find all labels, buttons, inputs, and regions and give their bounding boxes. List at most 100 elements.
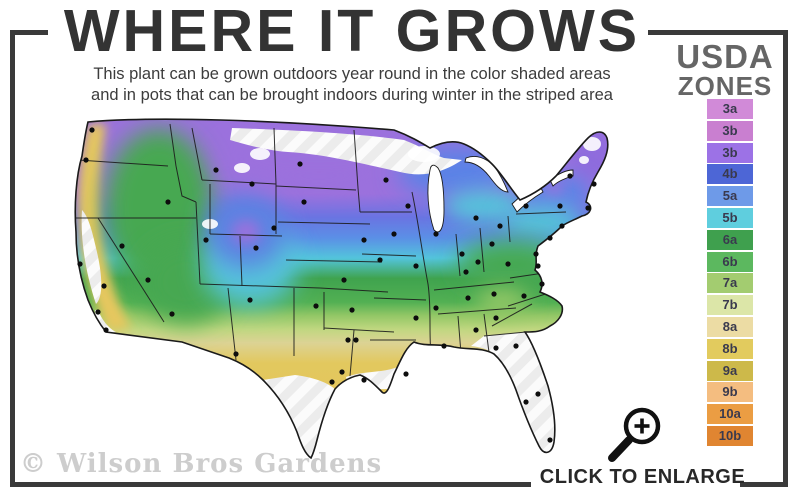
city-dot (253, 245, 259, 251)
city-dot (353, 337, 359, 343)
city-dot (403, 371, 409, 377)
city-dot (345, 337, 351, 343)
city-dot (497, 223, 503, 229)
city-dot (557, 203, 563, 209)
us-outline (74, 118, 609, 460)
city-dot (505, 261, 511, 267)
snow-white-patches (202, 137, 601, 229)
city-dot (361, 377, 367, 383)
city-dot (341, 277, 347, 283)
zone-chip-3b: 3b (707, 120, 753, 141)
zone-shading-layer (74, 118, 609, 460)
zone-chip-3a: 3a (707, 99, 753, 119)
city-dot (567, 173, 573, 179)
city-dot (391, 231, 397, 237)
zone-chip-4b: 4b (707, 164, 753, 185)
city-dot (169, 311, 175, 317)
state-boundaries (76, 123, 567, 377)
city-dot (405, 203, 411, 209)
zone-chip-10b: 10b (707, 425, 753, 446)
city-dot (301, 199, 307, 205)
city-dot (465, 295, 471, 301)
city-dot (521, 293, 527, 299)
city-dot (533, 251, 539, 257)
city-dot (523, 399, 529, 405)
city-dot (473, 215, 479, 221)
zone-chip-10a: 10a (707, 404, 753, 425)
city-dot (433, 305, 439, 311)
city-dot (559, 223, 565, 229)
city-dot (77, 261, 83, 267)
click-to-enlarge-label[interactable]: CLICK TO ENLARGE (539, 466, 746, 488)
city-dot (249, 181, 255, 187)
city-dot (491, 291, 497, 297)
page-title: WHERE IT GROWS (63, 0, 641, 64)
city-dot (297, 161, 303, 167)
city-dot (459, 251, 465, 257)
city-dot (539, 281, 545, 287)
zone-chip-7b: 7b (707, 295, 753, 316)
city-dot (271, 225, 277, 231)
city-dot (361, 237, 367, 243)
zone-chip-5b: 5b (707, 207, 753, 228)
zone-chip-7a: 7a (707, 273, 753, 294)
title-frame-gap (48, 26, 648, 39)
subtitle: This plant can be grown outdoors year ro… (12, 64, 692, 106)
city-dot (383, 177, 389, 183)
city-dot (475, 259, 481, 265)
subtitle-line-1: This plant can be grown outdoors year ro… (93, 65, 611, 83)
city-dot (89, 127, 95, 133)
city-dot (523, 203, 529, 209)
city-dot (247, 297, 253, 303)
enlarge-frame-gap (531, 479, 740, 491)
zone-chip-9b: 9b (707, 382, 753, 403)
zoom-in-icon[interactable] (602, 400, 666, 464)
city-dot (203, 237, 209, 243)
zone-chip-5a: 5a (707, 186, 753, 207)
city-dot (213, 167, 219, 173)
city-dot (441, 343, 447, 349)
city-dot (83, 157, 89, 163)
city-dot (489, 241, 495, 247)
city-dot (535, 263, 541, 269)
city-dots-layer (77, 127, 597, 443)
city-dot (493, 345, 499, 351)
zone-chip-8a: 8a (707, 316, 753, 337)
legend-heading-zones: ZONES (677, 71, 773, 101)
zone-legend-chips: 3a 3b 3b 4b 5a 5b 6a 6b 7a 7b 8a 8b 9a 9b 10a 10b (707, 99, 753, 448)
city-dot (339, 369, 345, 375)
city-dot (329, 379, 335, 385)
city-dot (433, 231, 439, 237)
city-dot (547, 437, 553, 443)
city-dot (413, 315, 419, 321)
city-dot (145, 277, 151, 283)
zone-chip-8b: 8b (707, 338, 753, 359)
city-dot (103, 327, 109, 333)
city-dot (513, 343, 519, 349)
city-dot (313, 303, 319, 309)
usda-zone-map[interactable] (64, 114, 612, 462)
zone-chip-6a: 6a (707, 229, 753, 250)
city-dot (165, 199, 171, 205)
city-dot (493, 315, 499, 321)
subtitle-line-2: and in pots that can be brought indoors … (91, 86, 613, 104)
watermark: © Wilson Bros Gardens (20, 449, 383, 479)
legend-heading-usda: USDA (676, 38, 774, 75)
city-dot (463, 269, 469, 275)
city-dot (95, 309, 101, 315)
city-dot (547, 235, 553, 241)
city-dot (101, 283, 107, 289)
zone-chip-6b: 6b (707, 251, 753, 272)
city-dot (233, 351, 239, 357)
city-dot (119, 243, 125, 249)
zone-chip-9a: 9a (707, 360, 753, 381)
city-dot (535, 391, 541, 397)
zone-chip-3b: 3b (707, 142, 753, 163)
city-dot (349, 307, 355, 313)
city-dot (473, 327, 479, 333)
city-dot (591, 181, 597, 187)
city-dot (377, 257, 383, 263)
city-dot (413, 263, 419, 269)
city-dot (585, 205, 591, 211)
